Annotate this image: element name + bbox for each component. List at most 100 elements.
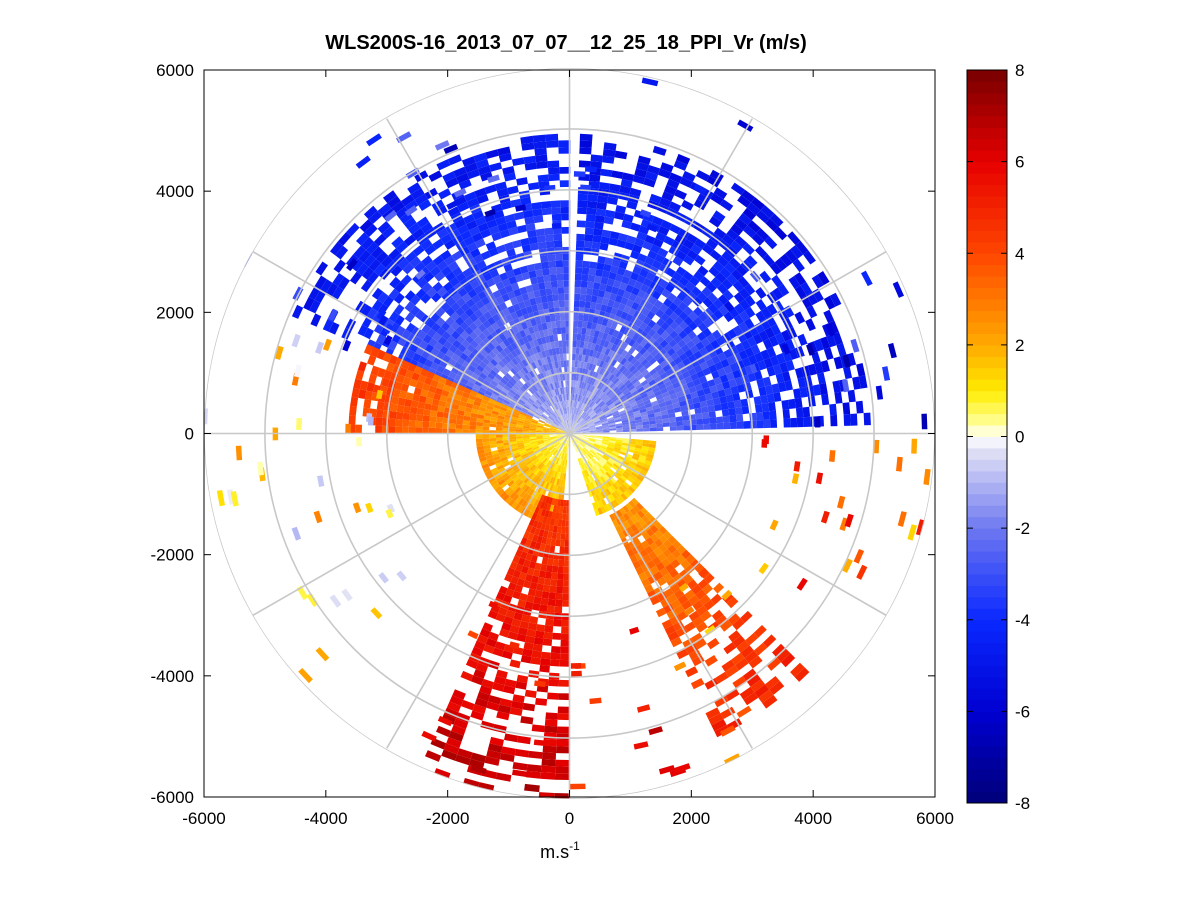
data-cell — [631, 286, 640, 296]
data-cell — [511, 700, 524, 710]
data-cell — [467, 364, 477, 373]
data-cell — [660, 162, 674, 173]
data-cell — [739, 310, 750, 322]
data-cell — [404, 301, 416, 313]
data-cell — [628, 338, 636, 347]
data-cell — [480, 383, 489, 390]
data-cell — [577, 200, 588, 208]
data-cell — [498, 585, 508, 595]
data-cell — [468, 758, 485, 770]
data-cell — [500, 390, 508, 397]
data-cell — [488, 350, 497, 359]
data-cell — [494, 181, 507, 191]
data-cell — [540, 254, 549, 263]
data-cell — [476, 442, 484, 447]
data-cell — [356, 262, 369, 276]
data-cell — [492, 290, 502, 299]
data-cell — [582, 435, 590, 437]
data-cell — [654, 390, 662, 397]
data-cell — [547, 531, 553, 539]
data-cell — [544, 510, 550, 518]
data-cell — [531, 418, 539, 423]
data-cell — [703, 423, 711, 430]
data-cell — [510, 311, 519, 320]
data-cell — [388, 426, 396, 434]
data-cell — [370, 365, 380, 376]
data-cell — [466, 344, 476, 353]
data-cell — [563, 387, 567, 394]
data-cell — [532, 446, 540, 451]
data-cell — [425, 318, 436, 329]
colorbar-swatch — [967, 402, 1007, 415]
data-cell — [335, 245, 349, 260]
data-cell — [240, 250, 253, 268]
data-cell — [549, 436, 557, 439]
y-tick-label: -6000 — [151, 788, 194, 807]
data-cell — [554, 450, 559, 457]
data-cell — [612, 368, 619, 376]
data-cell — [499, 229, 511, 239]
data-cell — [726, 228, 739, 241]
data-cell — [518, 413, 526, 419]
vr-sector — [569, 433, 657, 516]
data-cell — [594, 479, 600, 487]
data-cell — [524, 162, 537, 171]
data-cell — [464, 162, 478, 173]
data-cell — [637, 289, 646, 299]
data-cell — [359, 380, 369, 391]
data-cell — [525, 447, 533, 452]
data-cell — [694, 563, 706, 574]
data-cell — [536, 435, 543, 437]
data-cell — [495, 591, 506, 601]
data-cell — [583, 404, 588, 412]
data-cell — [626, 362, 634, 370]
data-cell — [553, 552, 560, 560]
data-cell — [575, 427, 582, 431]
data-cell — [556, 485, 561, 493]
data-cell — [509, 561, 518, 570]
data-cell — [575, 407, 579, 415]
data-cell — [550, 579, 558, 587]
data-cell — [551, 348, 557, 356]
data-cell — [509, 389, 517, 396]
data-cell — [555, 443, 561, 449]
data-cell — [538, 570, 546, 579]
data-cell — [464, 326, 474, 336]
data-cell — [594, 442, 602, 446]
data-cell — [562, 400, 566, 408]
data-cell — [580, 334, 586, 342]
data-cell — [768, 401, 776, 412]
data-cell — [517, 418, 525, 422]
data-cell — [581, 411, 586, 418]
data-cell — [574, 287, 581, 294]
data-cell — [510, 386, 518, 393]
data-cell — [509, 641, 520, 650]
data-cell — [439, 395, 448, 402]
data-cell — [493, 473, 502, 480]
data-cell — [684, 621, 696, 633]
data-cell — [610, 408, 618, 414]
data-cell — [561, 407, 565, 415]
data-cell — [538, 443, 546, 448]
data-cell — [733, 314, 745, 326]
data-cell — [446, 701, 461, 713]
data-cell — [591, 447, 599, 452]
data-cell — [590, 356, 596, 365]
data-cell — [648, 296, 658, 306]
data-cell — [721, 659, 735, 672]
data-cell — [498, 409, 507, 415]
data-cell — [583, 341, 589, 349]
data-cell — [494, 675, 507, 686]
data-cell — [686, 291, 697, 302]
data-cell — [762, 411, 770, 420]
data-cell — [525, 573, 533, 582]
data-cell — [695, 341, 705, 351]
data-cell — [541, 414, 548, 420]
data-cell — [456, 335, 466, 344]
data-cell — [589, 697, 602, 705]
data-cell — [537, 241, 547, 250]
data-cell — [578, 409, 583, 416]
data-cell — [548, 445, 554, 451]
data-cell — [572, 414, 576, 421]
data-cell — [744, 650, 759, 664]
